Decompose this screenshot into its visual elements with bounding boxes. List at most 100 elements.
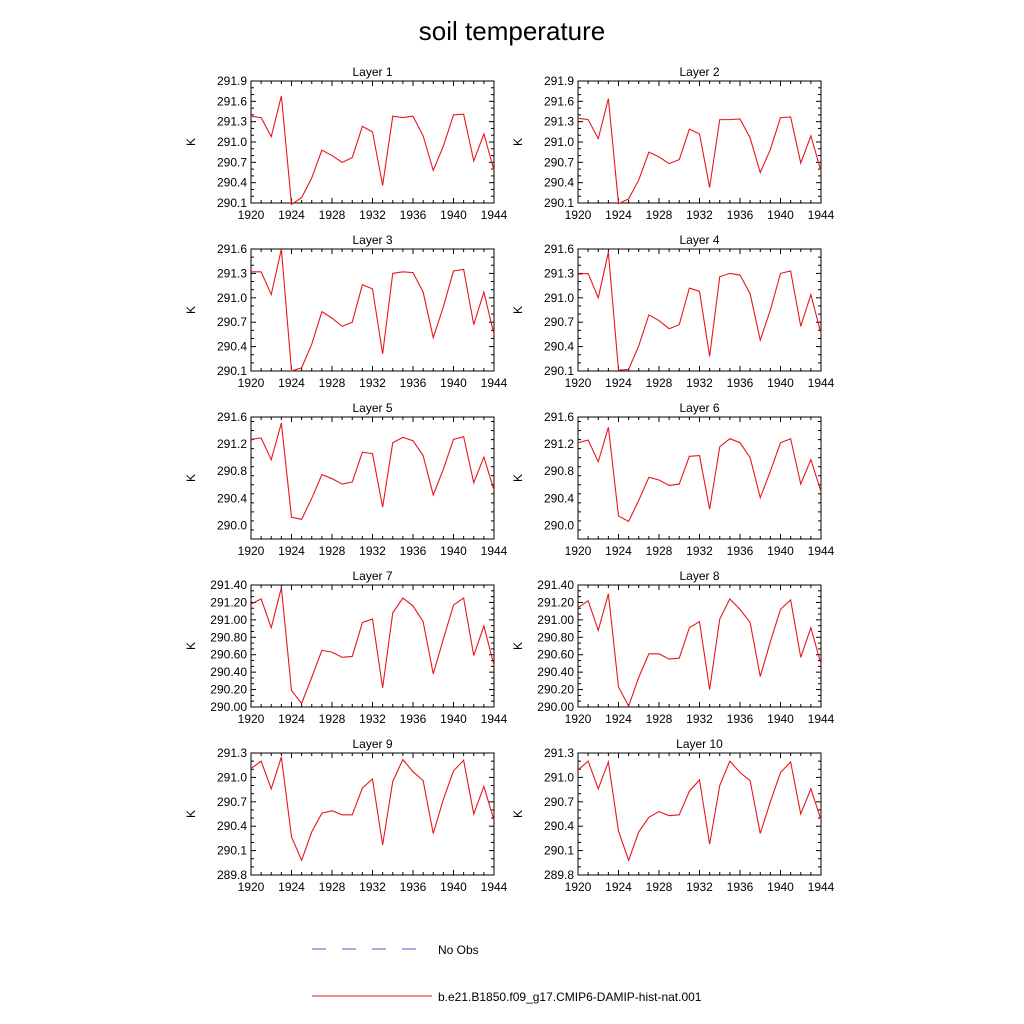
x-tick-label: 1936 [727, 880, 754, 894]
x-tick-label: 1936 [400, 880, 427, 894]
x-tick-label: 1932 [359, 544, 386, 558]
y-tick-label: 290.1 [217, 364, 247, 378]
panel-layer-2: Layer 2 1920 1924 1928 1932 1936 1940 1944 290.1… [511, 65, 835, 222]
y-tick-label: 290.4 [544, 340, 574, 354]
x-tick-label: 1932 [686, 208, 713, 222]
x-tick-label: 1940 [440, 544, 467, 558]
x-tick-label: 1936 [400, 544, 427, 558]
x-tick-label: 1932 [686, 544, 713, 558]
x-tick-label: 1936 [727, 376, 754, 390]
y-tick-label: 290.4 [217, 819, 247, 833]
y-tick-label: 290.40 [537, 665, 574, 679]
x-tick-label: 1936 [400, 376, 427, 390]
y-tick-label: 290.4 [544, 176, 574, 190]
x-tick-label: 1924 [278, 712, 305, 726]
x-tick-label: 1944 [481, 208, 508, 222]
legend-no-obs-label: No Obs [438, 943, 479, 957]
y-tick-label: 290.60 [210, 648, 247, 662]
x-tick-label: 1920 [238, 880, 265, 894]
y-tick-label: 290.1 [217, 196, 247, 210]
y-tick-label: 291.9 [544, 74, 574, 88]
y-tick-label: 291.6 [544, 242, 574, 256]
x-tick-label: 1932 [359, 376, 386, 390]
y-tick-label: 291.00 [210, 613, 247, 627]
legend: No Obs b.e21.B1850.f09_g17.CMIP6-DAMIP-h… [312, 943, 702, 1004]
y-axis-label: K [184, 306, 198, 314]
x-tick-label: 1920 [565, 712, 592, 726]
y-tick-label: 290.20 [210, 683, 247, 697]
y-tick-label: 291.6 [217, 94, 247, 108]
y-tick-label: 291.40 [537, 578, 574, 592]
x-tick-label: 1928 [319, 880, 346, 894]
x-tick-label: 1920 [238, 544, 265, 558]
panel-layer-10: Layer 10 1920 1924 1928 1932 1936 1940 1944 289.… [511, 737, 835, 894]
y-axis-label: K [511, 306, 525, 314]
y-tick-label: 290.1 [217, 844, 247, 858]
panel-layer-4: Layer 4 1920 1924 1928 1932 1936 1940 1944 290.1… [511, 233, 835, 390]
y-tick-label: 290.7 [217, 315, 247, 329]
panel-title: Layer 9 [352, 737, 392, 751]
x-tick-label: 1936 [400, 712, 427, 726]
x-tick-label: 1936 [727, 544, 754, 558]
panel-layer-8: Layer 8 1920 1924 1928 1932 1936 1940 1944 290.0… [511, 569, 835, 726]
x-tick-label: 1932 [359, 880, 386, 894]
x-tick-label: 1924 [278, 376, 305, 390]
x-tick-label: 1928 [319, 712, 346, 726]
y-tick-label: 291.6 [217, 242, 247, 256]
x-tick-label: 1920 [238, 376, 265, 390]
panel-layer-7: Layer 7 1920 1924 1928 1932 1936 1940 1944 290.0… [184, 569, 508, 726]
x-tick-label: 1928 [319, 544, 346, 558]
panel-layer-6: Layer 6 1920 1924 1928 1932 1936 1940 1944 290.0… [511, 401, 835, 558]
x-tick-label: 1928 [646, 544, 673, 558]
x-tick-label: 1944 [808, 880, 835, 894]
y-tick-label: 291.6 [544, 94, 574, 108]
y-tick-label: 289.8 [217, 868, 247, 882]
y-axis-label: K [511, 474, 525, 482]
x-tick-label: 1924 [278, 208, 305, 222]
y-tick-label: 290.7 [217, 155, 247, 169]
y-tick-label: 290.8 [544, 464, 574, 478]
legend-model-label: b.e21.B1850.f09_g17.CMIP6-DAMIP-hist-nat… [438, 990, 702, 1004]
y-tick-label: 290.7 [217, 795, 247, 809]
y-tick-label: 290.7 [544, 795, 574, 809]
x-tick-label: 1920 [565, 880, 592, 894]
x-tick-label: 1940 [767, 376, 794, 390]
y-tick-label: 291.40 [210, 578, 247, 592]
x-tick-label: 1932 [686, 376, 713, 390]
x-tick-label: 1920 [565, 376, 592, 390]
x-tick-label: 1928 [319, 376, 346, 390]
x-tick-label: 1920 [238, 208, 265, 222]
x-tick-label: 1932 [359, 712, 386, 726]
y-tick-label: 290.4 [544, 491, 574, 505]
x-tick-label: 1940 [767, 208, 794, 222]
y-tick-label: 290.4 [217, 340, 247, 354]
y-tick-label: 290.8 [217, 464, 247, 478]
y-tick-label: 291.0 [544, 135, 574, 149]
x-tick-label: 1920 [565, 208, 592, 222]
x-tick-label: 1944 [808, 376, 835, 390]
y-axis-label: K [511, 810, 525, 818]
x-tick-label: 1944 [481, 544, 508, 558]
x-tick-label: 1940 [440, 208, 467, 222]
x-tick-label: 1924 [605, 376, 632, 390]
series-line [577, 98, 822, 205]
y-tick-label: 291.20 [210, 595, 247, 609]
panel-title: Layer 10 [676, 737, 723, 751]
series-line [577, 759, 822, 863]
y-tick-label: 291.3 [544, 266, 574, 280]
y-tick-label: 290.40 [210, 665, 247, 679]
y-tick-label: 290.0 [544, 518, 574, 532]
series-line [250, 422, 495, 520]
y-tick-label: 291.6 [217, 410, 247, 424]
x-tick-label: 1940 [767, 544, 794, 558]
y-tick-label: 290.00 [210, 700, 247, 714]
y-tick-label: 291.2 [217, 437, 247, 451]
x-tick-label: 1940 [767, 712, 794, 726]
series-line [251, 248, 495, 372]
y-tick-label: 291.3 [217, 266, 247, 280]
x-tick-label: 1924 [605, 544, 632, 558]
x-tick-label: 1944 [481, 376, 508, 390]
y-axis-label: K [184, 642, 198, 650]
plot-frame [250, 80, 495, 204]
